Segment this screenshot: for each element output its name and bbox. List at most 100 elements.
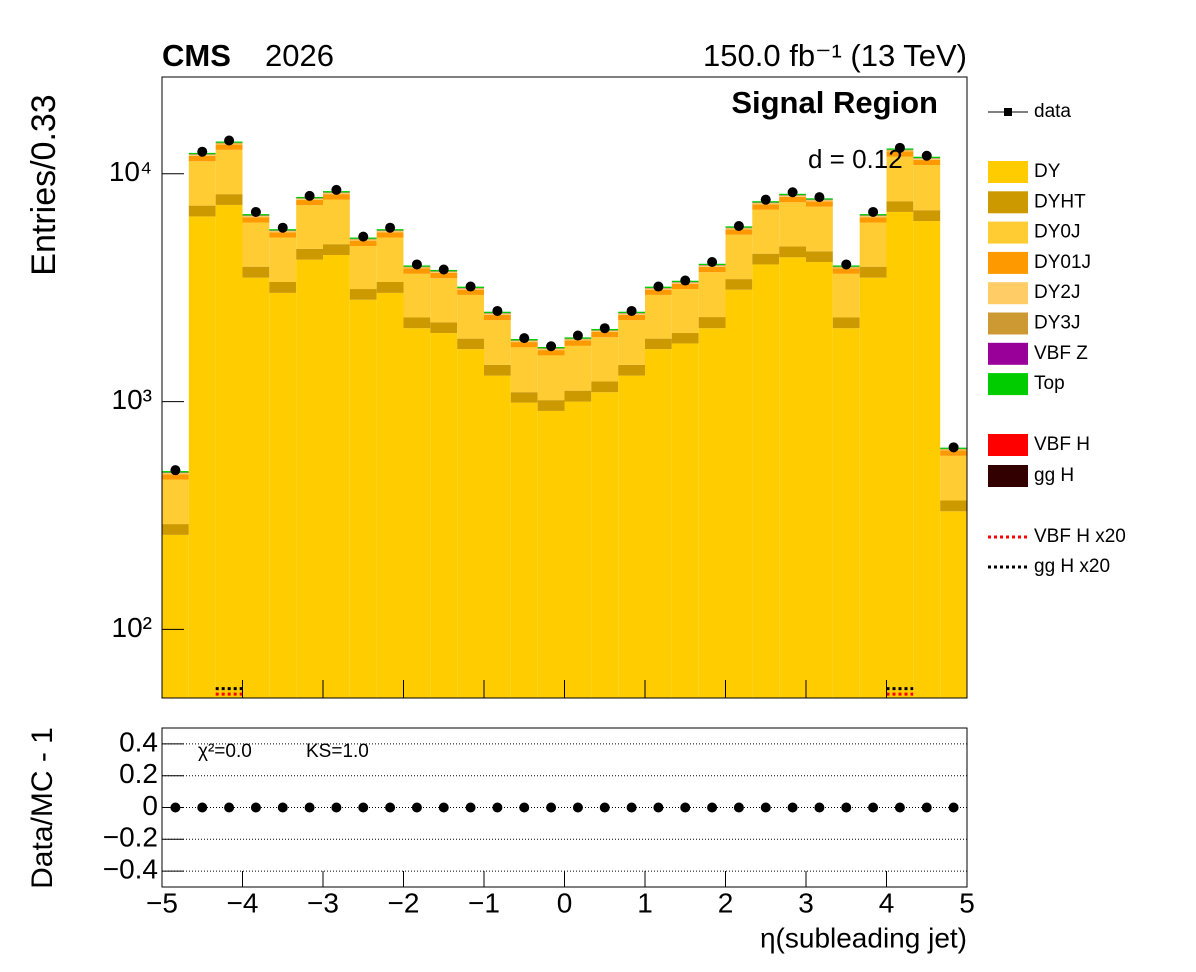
stack-bar	[671, 343, 699, 698]
stack-bar	[242, 277, 270, 698]
stack-bar	[806, 201, 833, 207]
ratio-point	[519, 802, 530, 813]
stack-bar	[645, 294, 672, 339]
stack-bar	[242, 222, 270, 267]
stack-bar	[886, 201, 914, 212]
stack-bar	[162, 524, 189, 535]
year-label: 2026	[265, 38, 334, 73]
stack-bar	[349, 289, 377, 300]
data-point	[250, 206, 261, 217]
stack-bar	[215, 149, 243, 195]
ratio-point	[331, 802, 342, 813]
y-tick-label: 0	[142, 790, 158, 821]
stack-bar	[162, 474, 189, 480]
ratio-point	[304, 802, 315, 813]
stack-bar	[510, 342, 538, 348]
data-point	[626, 305, 637, 316]
ratio-point	[358, 802, 369, 813]
data-point	[653, 281, 664, 292]
data-point	[331, 184, 342, 195]
stack-bar	[564, 390, 592, 402]
stack-bar	[913, 221, 941, 698]
stack-bar	[618, 320, 645, 365]
stack-bar	[403, 328, 431, 698]
chi2-label: χ²=0.0	[198, 741, 252, 762]
stack-bar	[323, 244, 350, 256]
stack-bar	[188, 161, 216, 206]
x-tick-label: −1	[468, 887, 500, 918]
x-tick-label: 4	[879, 887, 895, 918]
stack-bar	[671, 289, 699, 334]
y-tick-label: −0.4	[103, 853, 158, 884]
stack-bar	[752, 204, 780, 210]
x-tick-label: −2	[388, 887, 420, 918]
legend-label: VBF H	[1034, 434, 1090, 455]
y-tick-label: 0.4	[119, 726, 158, 757]
stack-bar	[215, 144, 243, 150]
stack-bar	[645, 289, 672, 295]
legend-swatch	[988, 434, 1028, 456]
stack-bar	[430, 322, 458, 334]
stack-bar	[537, 410, 565, 698]
stack-bar	[403, 317, 431, 329]
stack-bar	[188, 205, 216, 217]
stack-bar	[671, 333, 699, 344]
y-tick-label: 10²	[112, 612, 152, 643]
data-point	[760, 194, 771, 205]
stack-bar	[269, 292, 297, 698]
ratio-point	[894, 802, 905, 813]
stack-bar	[296, 248, 323, 260]
data-point	[304, 190, 315, 201]
stack-bar	[242, 217, 270, 223]
data-point	[733, 220, 744, 231]
stack-bar	[940, 511, 967, 698]
ratio-point	[599, 802, 610, 813]
legend-swatch	[988, 251, 1028, 274]
stack-bar	[806, 262, 833, 698]
data-point	[894, 142, 905, 153]
legend-label: data	[1034, 101, 1071, 122]
ratio-point	[250, 802, 261, 813]
stack-bar	[913, 165, 941, 211]
x-tick-label: 5	[959, 887, 975, 918]
stack-bar	[349, 246, 377, 290]
legend-swatch	[988, 191, 1028, 214]
legend-label: DY3J	[1034, 313, 1080, 334]
data-point	[358, 231, 369, 242]
legend-swatch	[988, 342, 1028, 365]
legend-label: VBF Z	[1034, 343, 1088, 364]
stack-bar	[618, 314, 645, 321]
ratio-point	[921, 802, 932, 813]
stack-bar	[913, 159, 941, 166]
stack-bar	[698, 328, 726, 698]
legend-label: gg H	[1034, 465, 1074, 486]
stack-bar	[591, 331, 619, 338]
stack-bar	[940, 500, 967, 512]
legend-data-marker	[1004, 108, 1012, 116]
experiment-label: CMS	[162, 38, 231, 73]
ratio-point	[760, 802, 771, 813]
stack-bar	[940, 455, 967, 501]
data-point	[707, 257, 718, 268]
legend-swatch	[988, 161, 1028, 183]
ratio-point	[224, 802, 235, 813]
legend-label: DY2J	[1034, 282, 1080, 303]
data-point	[170, 465, 181, 476]
distance-label: d = 0.12	[808, 144, 903, 174]
stack-bar	[484, 375, 511, 698]
ratio-y-axis-title: Data/MC - 1	[26, 727, 59, 889]
lumi-label: 150.0 fb⁻¹ (13 TeV)	[703, 38, 967, 73]
legend-label: DY01J	[1034, 252, 1091, 273]
stack-bar	[349, 240, 377, 247]
stack-bar	[671, 283, 699, 290]
stack-bar	[430, 333, 458, 698]
data-point	[385, 222, 396, 233]
stack-bar	[859, 266, 887, 278]
stack-bar	[832, 273, 860, 318]
stack-bar	[645, 338, 672, 350]
stack-bar	[886, 151, 914, 157]
stack-bar	[752, 264, 780, 698]
stack-bar	[725, 234, 753, 280]
stack-bar	[376, 232, 404, 238]
stack-bar	[591, 381, 619, 393]
